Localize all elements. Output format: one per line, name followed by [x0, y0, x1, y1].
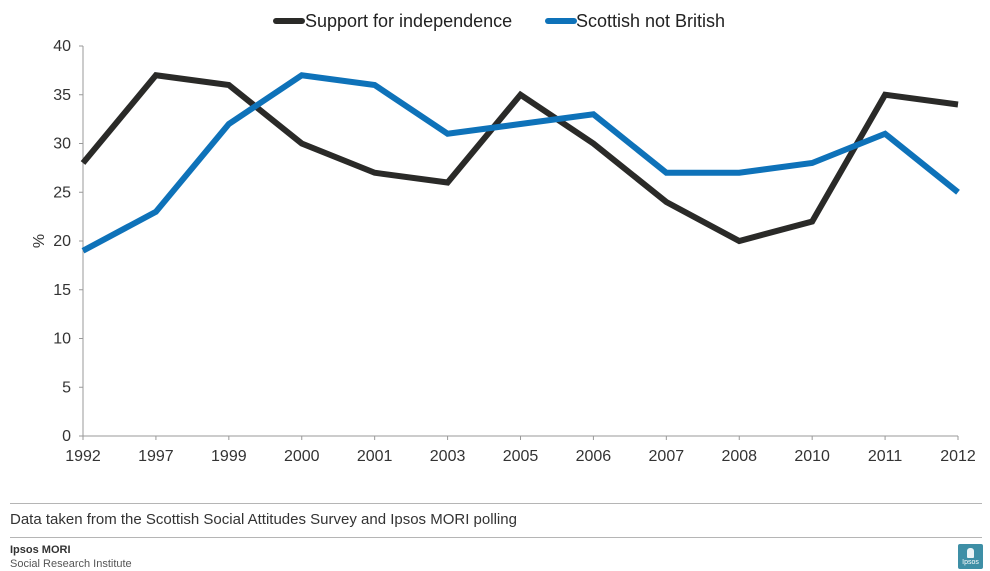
- source-note: Data taken from the Scottish Social Atti…: [10, 511, 517, 528]
- footer-divider-bottom: [10, 537, 982, 538]
- x-tick-label: 2003: [430, 448, 466, 465]
- x-tick-label: 2006: [576, 448, 612, 465]
- x-tick-label: 2012: [940, 448, 976, 465]
- series-line-scottish-not-british: [81, 72, 960, 254]
- org-name: Ipsos MORI: [10, 544, 71, 556]
- x-tick-label: 2001: [357, 448, 393, 465]
- x-tick-label: 2000: [284, 448, 320, 465]
- x-tick-label: 1999: [211, 448, 247, 465]
- org-subtitle: Social Research Institute: [10, 558, 132, 570]
- axes: [82, 46, 958, 437]
- ipsos-logo: Ipsos: [958, 544, 983, 569]
- logo-figure-icon: [967, 548, 974, 558]
- line-chart: Support for independence Scottish not Bri…: [31, 11, 976, 465]
- legend-label: Support for independence: [305, 11, 512, 31]
- y-tick-label: 5: [62, 379, 71, 396]
- series-line-support-for-independence: [80, 72, 959, 245]
- x-tick-label: 1992: [65, 448, 101, 465]
- series-lines: [80, 72, 960, 254]
- y-tick-label: 30: [53, 136, 71, 153]
- legend: Support for independence Scottish not Bri…: [273, 11, 725, 31]
- y-axis-ticks: 0 5 10 15 20 25 30 35 40: [53, 38, 83, 445]
- y-tick-label: 40: [53, 38, 71, 55]
- y-tick-label: 10: [53, 331, 71, 348]
- y-tick-label: 25: [53, 184, 71, 201]
- logo-wordmark: Ipsos: [962, 559, 979, 566]
- x-tick-label: 1997: [138, 448, 174, 465]
- footer-divider-top: [10, 503, 982, 504]
- x-tick-label: 2007: [649, 448, 685, 465]
- x-tick-label: 2010: [794, 448, 830, 465]
- legend-label: Scottish not British: [576, 11, 725, 31]
- x-tick-label: 2011: [868, 448, 903, 465]
- x-tick-label: 2008: [721, 448, 757, 465]
- y-tick-label: 20: [53, 233, 71, 250]
- y-tick-label: 35: [53, 87, 71, 104]
- x-axis-ticks: 1992 1997 1999 2000 2001 2003 2005 2006 2007 2008…: [65, 436, 976, 465]
- y-axis-label: %: [31, 234, 48, 248]
- y-tick-label: 15: [53, 282, 71, 299]
- x-tick-label: 2005: [503, 448, 539, 465]
- y-tick-label: 0: [62, 428, 71, 445]
